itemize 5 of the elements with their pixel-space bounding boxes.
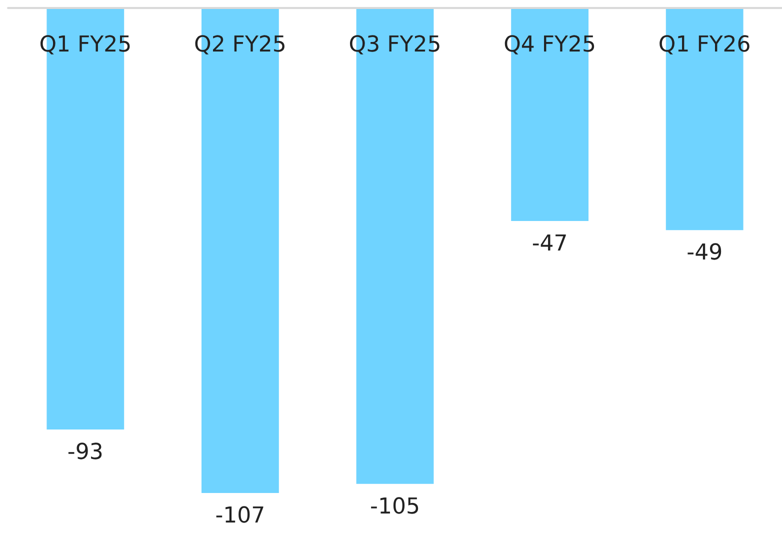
data-label: -107 — [215, 504, 266, 528]
data-label: -93 — [67, 440, 104, 466]
data-label: -49 — [686, 240, 723, 266]
data-label: -105 — [370, 494, 420, 520]
data-label: -47 — [532, 232, 568, 257]
